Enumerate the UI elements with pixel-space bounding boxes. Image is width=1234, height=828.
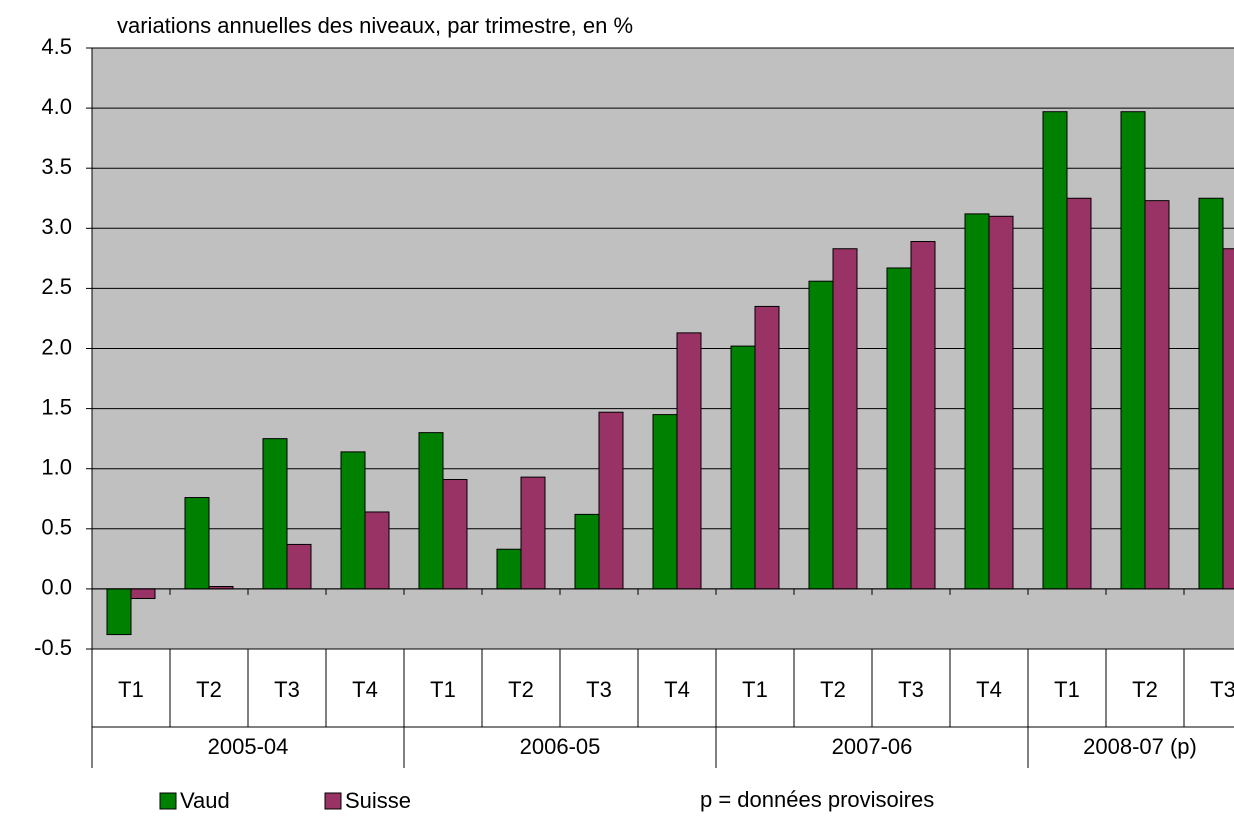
y-tick-label: 4.5 <box>41 34 72 59</box>
bar <box>1120 111 1146 590</box>
x-tick-label: T2 <box>820 677 846 702</box>
bar <box>598 411 624 590</box>
legend-label: Vaud <box>180 788 230 813</box>
y-tick-label: 0.0 <box>41 575 72 600</box>
x-tick-label: T2 <box>508 677 534 702</box>
x-tick-label: T3 <box>1210 677 1234 702</box>
bar <box>910 241 936 590</box>
bar <box>886 267 912 590</box>
bar <box>988 215 1014 590</box>
bar <box>730 345 756 590</box>
bar <box>184 497 210 590</box>
y-tick-label: 1.0 <box>41 455 72 480</box>
bar <box>262 438 288 590</box>
bar <box>754 305 780 590</box>
bar <box>106 588 132 636</box>
bar <box>574 513 600 590</box>
bar <box>520 476 546 590</box>
bar <box>1144 200 1170 590</box>
bar <box>832 248 858 590</box>
y-tick-label: 1.5 <box>41 394 72 419</box>
group-label: 2007-06 <box>832 734 913 759</box>
x-tick-label: T3 <box>586 677 612 702</box>
x-tick-label: T4 <box>352 677 378 702</box>
bar <box>418 432 444 590</box>
bar <box>442 479 468 590</box>
x-tick-label: T1 <box>1054 677 1080 702</box>
bar <box>808 280 834 590</box>
bar <box>1042 111 1068 590</box>
legend-label: Suisse <box>345 788 411 813</box>
bar <box>130 588 156 600</box>
group-label: 2006-05 <box>520 734 601 759</box>
chart-title: variations annuelles des niveaux, par tr… <box>117 13 633 38</box>
x-tick-label: T1 <box>118 677 144 702</box>
y-tick-label: 0.5 <box>41 515 72 540</box>
note: p = données provisoires <box>700 787 934 812</box>
bar <box>652 414 678 590</box>
bar <box>496 548 522 590</box>
group-label: 2008-07 (p) <box>1083 734 1197 759</box>
y-tick-label: 2.0 <box>41 334 72 359</box>
x-tick-label: T3 <box>898 677 924 702</box>
y-tick-label: 3.5 <box>41 154 72 179</box>
legend-swatch <box>159 792 177 810</box>
bar <box>286 543 312 590</box>
y-tick-label: -0.5 <box>34 635 72 660</box>
bar <box>1198 197 1224 590</box>
bar <box>964 213 990 590</box>
x-tick-label: T2 <box>1132 677 1158 702</box>
bar <box>364 511 390 590</box>
bar <box>340 451 366 590</box>
bar <box>676 332 702 590</box>
x-tick-label: T4 <box>664 677 690 702</box>
x-tick-label: T3 <box>274 677 300 702</box>
y-tick-label: 2.5 <box>41 274 72 299</box>
y-tick-label: 3.0 <box>41 214 72 239</box>
x-tick-label: T1 <box>742 677 768 702</box>
bar <box>1222 248 1234 590</box>
x-tick-label: T2 <box>196 677 222 702</box>
x-tick-label: T1 <box>430 677 456 702</box>
y-tick-label: 4.0 <box>41 94 72 119</box>
group-label: 2005-04 <box>208 734 289 759</box>
x-tick-label: T4 <box>976 677 1002 702</box>
legend-swatch <box>324 792 342 810</box>
bar <box>1066 197 1092 590</box>
